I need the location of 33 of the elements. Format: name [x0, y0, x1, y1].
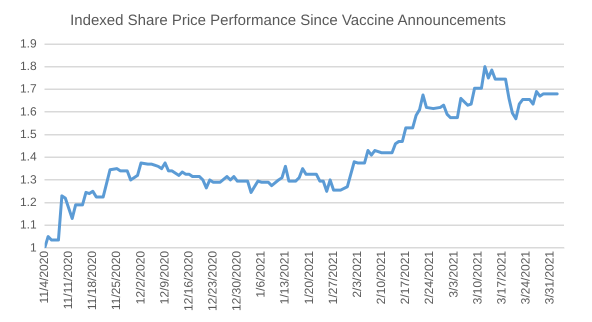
- x-tick-label: 2/17/2021: [398, 250, 412, 304]
- x-tick-label: 11/4/2020: [36, 250, 51, 304]
- x-tick-label: 2/3/2021: [350, 250, 364, 298]
- y-tick-label: 1.4: [20, 150, 37, 164]
- y-tick-label: 1.8: [20, 58, 37, 73]
- y-tick-label: 1.2: [20, 194, 37, 209]
- x-tick-label: 12/23/2020: [206, 250, 220, 312]
- x-tick-label: 12/30/2020: [230, 250, 244, 312]
- x-tick-label: 11/11/2020: [61, 250, 76, 310]
- x-tick-label: 12/2/2020: [133, 250, 148, 304]
- x-tick-label: 3/10/2021: [470, 250, 484, 304]
- chart-title: Indexed Share Price Performance Since Vaccine Announcements: [70, 12, 506, 30]
- x-tick-label: 1/13/2021: [278, 250, 292, 304]
- x-tick-label: 2/10/2021: [374, 250, 388, 304]
- x-tick-label: 3/17/2021: [494, 250, 508, 304]
- y-tick-label: 1.7: [20, 82, 37, 96]
- y-tick-label: 1: [30, 240, 37, 254]
- y-tick-label: 1.9: [20, 36, 37, 50]
- x-tick-label: 12/16/2020: [181, 250, 196, 312]
- x-tick-label: 11/18/2020: [85, 250, 100, 310]
- x-tick-label: 1/20/2021: [302, 250, 316, 304]
- y-tick-label: 1.5: [20, 126, 37, 141]
- x-tick-label: 3/24/2021: [518, 250, 532, 304]
- y-tick-label: 1.6: [20, 104, 37, 118]
- x-tick-label: 1/6/2021: [254, 250, 268, 298]
- x-tick-label: 1/27/2021: [326, 250, 340, 304]
- x-tick-label: 11/25/2020: [109, 250, 124, 310]
- x-tick-label: 3/3/2021: [446, 250, 460, 298]
- y-tick-label: 1.1: [20, 218, 37, 232]
- x-tick-label: 3/31/2021: [542, 250, 557, 304]
- x-tick-label: 12/9/2020: [157, 250, 172, 304]
- x-tick-label: 2/24/2021: [422, 250, 436, 304]
- y-tick-label: 1.3: [20, 172, 37, 186]
